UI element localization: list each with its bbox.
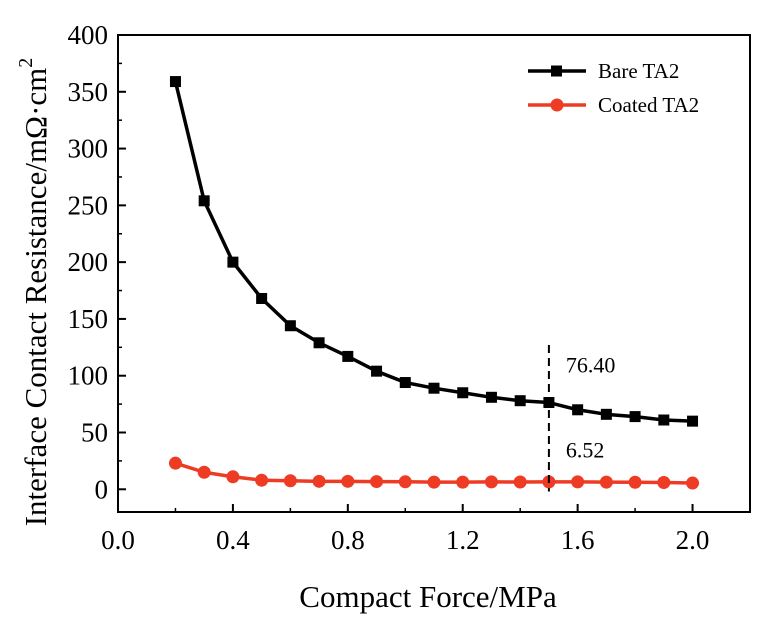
data-point-bare [485,391,497,403]
data-point-bare [371,365,383,377]
data-point-bare [284,320,296,332]
data-point-coated [456,475,470,489]
data-point-bare [687,415,699,427]
y-tick-label: 350 [68,77,109,107]
annotations: 76.40 6.52 [547,345,616,492]
data-point-bare [399,377,411,389]
data-point-bare [198,195,210,207]
legend-label: Bare TA2 [598,59,679,83]
data-point-coated [197,465,211,479]
y-tick-label: 200 [68,247,109,277]
data-point-bare [600,408,612,420]
x-tick-label: 0.0 [101,525,135,555]
legend-marker-bare [551,65,562,77]
data-point-coated [484,475,498,489]
legend-label: Coated TA2 [598,93,699,117]
data-point-bare [227,256,239,268]
data-point-bare [428,382,440,394]
plot-frame [117,34,751,513]
y-axis-title-superscript: 2 [15,58,37,68]
data-point-bare [457,387,469,399]
data-point-coated [370,475,384,489]
y-tick-label: 250 [68,190,109,220]
y-tick-label: 150 [68,304,109,334]
data-point-coated [427,475,441,489]
data-point-coated [255,473,269,487]
x-tick-label: 0.4 [216,525,250,555]
x-tick-label: 2.0 [676,525,710,555]
x-tick-label: 1.6 [561,525,595,555]
data-point-bare [169,76,181,88]
series-layer [168,76,700,490]
data-point-coated [657,475,671,489]
data-point-bare [572,404,584,416]
data-point-coated [599,475,613,489]
data-point-coated [571,475,585,489]
y-axis-title: Interface Contact Resistance/mΩ·cm2 [15,58,53,527]
y-tick-label: 100 [68,361,109,391]
y-tick-label: 0 [95,474,109,504]
data-point-bare [658,414,670,426]
data-point-coated [686,476,700,490]
annotation-bare-value: 76.40 [566,352,616,377]
x-tick-label: 1.2 [446,525,480,555]
data-point-coated [283,474,297,488]
x-axis-title: Compact Force/MPa [299,579,557,614]
legend-marker-coated [550,98,564,112]
y-tick-label: 400 [68,20,109,50]
data-point-coated [628,475,642,489]
data-point-bare [629,411,641,423]
y-tick-label: 300 [68,134,109,164]
data-point-coated [226,470,240,484]
x-tick-label: 0.8 [331,525,365,555]
y-tick-label: 50 [81,418,108,448]
axes: 0.0 0.4 0.8 1.2 1.6 2.0 0 50 100 150 200 250 300 350 4… [68,20,751,555]
annotation-coated-value: 6.52 [566,437,605,462]
data-point-coated [168,456,182,470]
data-point-bare [342,350,354,362]
data-point-coated [398,475,412,489]
y-axis-title-main: Interface Contact Resistance/mΩ·cm [18,68,53,527]
data-point-coated [312,474,326,488]
legend: Bare TA2 Coated TA2 [528,59,699,117]
data-point-bare [256,292,268,304]
data-point-bare [313,337,325,349]
data-point-coated [513,475,527,489]
data-point-coated [341,474,355,488]
data-point-bare [514,395,526,407]
